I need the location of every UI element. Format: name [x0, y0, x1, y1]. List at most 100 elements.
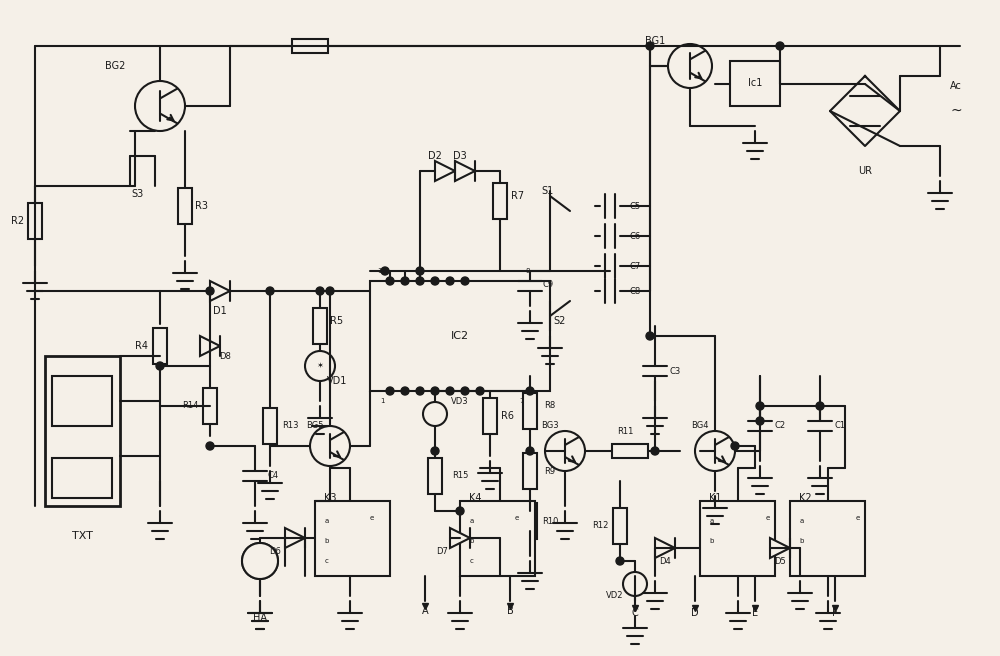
Circle shape: [416, 277, 424, 285]
Text: BG5: BG5: [306, 422, 324, 430]
Circle shape: [206, 287, 214, 295]
Polygon shape: [450, 528, 470, 548]
Circle shape: [526, 387, 534, 395]
Circle shape: [695, 431, 735, 471]
Bar: [460, 501, 535, 576]
Circle shape: [242, 543, 278, 579]
Text: UR: UR: [858, 166, 872, 176]
Circle shape: [135, 81, 185, 131]
Polygon shape: [210, 281, 230, 301]
Text: C7: C7: [629, 262, 641, 270]
Bar: [613, 508, 627, 544]
Circle shape: [206, 442, 214, 450]
Text: S1: S1: [542, 186, 554, 196]
Text: BG3: BG3: [541, 422, 559, 430]
Bar: [370, 281, 550, 391]
Polygon shape: [200, 336, 220, 356]
Text: a: a: [800, 518, 804, 524]
Text: a: a: [325, 518, 329, 524]
Circle shape: [623, 572, 647, 596]
Circle shape: [386, 277, 394, 285]
Text: D: D: [691, 608, 699, 618]
Text: VD3: VD3: [451, 396, 469, 405]
Bar: [153, 328, 167, 364]
Bar: [203, 388, 217, 424]
Bar: [45, 356, 120, 506]
Polygon shape: [770, 538, 790, 558]
Circle shape: [668, 44, 712, 88]
Circle shape: [326, 287, 334, 295]
Circle shape: [461, 387, 469, 395]
Circle shape: [416, 387, 424, 395]
Text: 14: 14: [378, 268, 386, 274]
Text: R8: R8: [544, 401, 556, 411]
Text: D2: D2: [428, 151, 442, 161]
Text: ~: ~: [950, 104, 962, 118]
Text: R10: R10: [542, 516, 558, 525]
Text: BG4: BG4: [691, 422, 709, 430]
Text: b: b: [470, 538, 474, 544]
Text: R13: R13: [282, 422, 298, 430]
Text: b: b: [800, 538, 804, 544]
Circle shape: [266, 287, 274, 295]
Bar: [28, 203, 42, 239]
Text: C3: C3: [669, 367, 681, 375]
Text: a: a: [470, 518, 474, 524]
Circle shape: [156, 362, 164, 370]
Text: BG2: BG2: [105, 61, 125, 71]
Text: TXT: TXT: [72, 531, 92, 541]
Circle shape: [431, 277, 439, 285]
Bar: [493, 183, 507, 219]
Circle shape: [646, 332, 654, 340]
Circle shape: [381, 267, 389, 275]
Text: C4: C4: [267, 472, 279, 480]
Circle shape: [310, 426, 350, 466]
Text: C8: C8: [629, 287, 641, 295]
Text: C2: C2: [774, 422, 786, 430]
Text: R7: R7: [511, 191, 525, 201]
Text: a: a: [710, 518, 714, 524]
Circle shape: [456, 507, 464, 515]
Text: c: c: [325, 558, 329, 564]
Text: e: e: [515, 515, 519, 521]
Circle shape: [401, 277, 409, 285]
Circle shape: [526, 447, 534, 455]
Circle shape: [446, 387, 454, 395]
Text: R9: R9: [544, 466, 556, 476]
Text: K4: K4: [469, 493, 481, 503]
Text: F: F: [832, 608, 838, 618]
Text: S2: S2: [554, 316, 566, 326]
Text: D1: D1: [213, 306, 227, 316]
Text: D4: D4: [659, 556, 671, 565]
Circle shape: [731, 442, 739, 450]
Bar: [483, 398, 497, 434]
Text: D6: D6: [269, 546, 281, 556]
Text: K3: K3: [324, 493, 336, 503]
Circle shape: [816, 402, 824, 410]
Bar: [700, 501, 775, 576]
Text: 8: 8: [526, 268, 530, 274]
Bar: [292, 39, 328, 53]
Text: C9: C9: [542, 279, 554, 289]
Circle shape: [776, 42, 784, 50]
Text: R3: R3: [196, 201, 208, 211]
Circle shape: [305, 351, 335, 381]
Text: 7: 7: [520, 398, 524, 404]
Circle shape: [431, 447, 439, 455]
Circle shape: [545, 431, 585, 471]
Text: C6: C6: [629, 232, 641, 241]
Text: VD2: VD2: [606, 592, 624, 600]
Bar: [523, 503, 537, 539]
Text: R15: R15: [452, 472, 468, 480]
Polygon shape: [655, 538, 675, 558]
Text: e: e: [766, 515, 770, 521]
Bar: [313, 308, 327, 344]
Circle shape: [461, 277, 469, 285]
Text: S3: S3: [131, 189, 143, 199]
Circle shape: [242, 543, 278, 579]
Text: R12: R12: [592, 522, 608, 531]
Text: Ac: Ac: [950, 81, 962, 91]
Text: 1: 1: [380, 398, 384, 404]
Circle shape: [756, 402, 764, 410]
Circle shape: [646, 42, 654, 50]
